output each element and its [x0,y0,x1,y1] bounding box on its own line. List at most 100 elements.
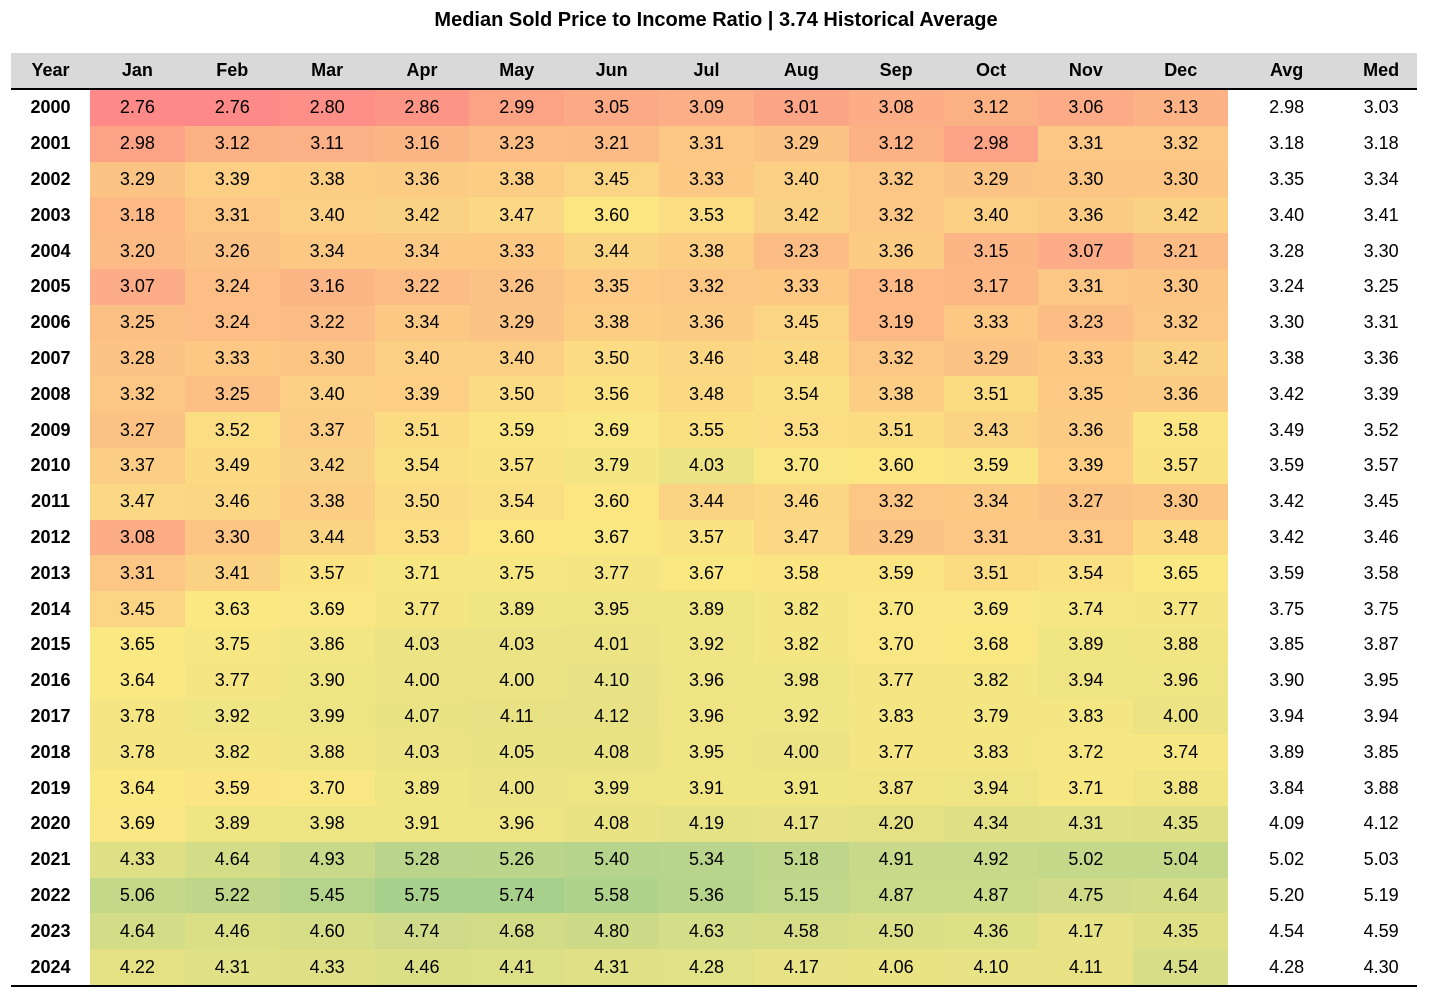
heatmap-cell: 3.64 [90,662,185,699]
avg-cell: 5.02 [1269,849,1305,870]
heatmap-cell: 2.80 [279,89,375,126]
heatmap-cell: 3.77 [374,591,470,627]
heatmap-cell: 3.26 [184,233,280,269]
heatmap-cell: 3.88 [1133,770,1229,806]
heatmap-cell: 3.69 [90,805,185,842]
heatmap-cell: 5.15 [753,877,849,914]
year-cell: 2017 [30,705,71,726]
heatmap-cell: 3.89 [469,591,565,627]
heatmap-cell: 3.29 [753,125,849,162]
avg-cell: 2.98 [1269,97,1305,118]
heatmap-cell: 3.23 [1038,304,1134,341]
heatmap-cell: 3.86 [279,626,375,663]
avg-cell: 3.49 [1269,419,1305,440]
heatmap-cell: 3.32 [659,268,754,305]
table-row: 2009 3.27 3.52 3.37 3.51 3.59 3.69 3.55 3.53 3.51… [11,412,1417,448]
heatmap-cell: 3.74 [1133,734,1229,771]
heatmap-cell: 3.96 [469,805,565,842]
heatmap-cell: 3.23 [753,233,849,269]
avg-cell: 3.90 [1269,670,1305,691]
heatmap-cell: 3.57 [659,519,754,556]
heatmap-cell: 3.87 [848,770,944,806]
heatmap-cell: 3.65 [1133,555,1229,592]
med-cell: 3.31 [1363,312,1399,333]
heatmap-cell: 4.00 [469,770,565,806]
heatmap-cell: 3.21 [564,125,660,162]
heatmap-cell: 3.30 [1133,161,1229,198]
heatmap-cell: 3.70 [848,626,944,663]
table-row: 2019 3.64 3.59 3.70 3.89 4.00 3.99 3.91 3.91 3.87… [11,770,1417,806]
heatmap-cell: 4.50 [848,913,944,950]
year-cell: 2010 [30,455,71,476]
heatmap-cell: 3.99 [564,770,660,806]
heatmap-cell: 3.58 [753,555,849,592]
heatmap-cell: 5.06 [90,877,185,914]
heatmap-cell: 3.33 [659,161,754,198]
heatmap-cell: 4.87 [848,877,944,914]
heatmap-cell: 3.41 [184,555,280,592]
heatmap-cell: 4.31 [1038,805,1134,842]
heatmap-cell: 3.75 [184,626,280,663]
heatmap-cell: 3.34 [943,483,1039,520]
heatmap-cell: 3.40 [279,197,375,234]
heatmap-cell: 3.98 [279,805,375,842]
year-cell: 2006 [30,312,71,333]
year-cell: 2023 [30,920,71,941]
column-header-jul: Jul [659,53,754,90]
heatmap-cell: 3.92 [184,698,280,735]
heatmap-cell: 3.48 [659,376,754,413]
heatmap-cell: 3.59 [943,447,1039,484]
avg-cell: 3.40 [1269,204,1305,225]
heatmap-cell: 5.45 [279,877,375,914]
heatmap-cell: 4.64 [184,841,280,878]
med-cell: 3.94 [1363,705,1399,726]
heatmap-cell: 3.94 [1038,662,1134,699]
year-cell: 2012 [30,526,71,547]
heatmap-cell: 3.34 [374,233,470,269]
heatmap-cell: 3.45 [90,591,185,627]
med-cell: 4.30 [1345,949,1418,987]
heatmap-cell: 3.88 [279,734,375,771]
heatmap-cell: 3.57 [279,555,375,592]
heatmap-cell: 3.29 [943,161,1039,198]
heatmap-cell: 4.11 [469,698,565,735]
heatmap-cell: 3.77 [848,734,944,771]
year-cell: 2000 [30,97,71,118]
heatmap-cell: 4.10 [943,949,1039,987]
med-cell: 5.19 [1363,884,1399,905]
heatmap-cell: 3.31 [184,197,280,234]
table-row: 2022 5.06 5.22 5.45 5.75 5.74 5.58 5.36 5.15 4.87… [11,877,1417,914]
heatmap-cell: 3.71 [1038,770,1134,806]
heatmap-cell: 3.63 [184,591,280,627]
heatmap-cell: 4.19 [659,805,754,842]
heatmap-cell: 3.45 [753,304,849,341]
table-row: 2010 3.37 3.49 3.42 3.54 3.57 3.79 4.03 3.70 3.60… [11,447,1417,484]
heatmap-cell: 3.94 [943,770,1039,806]
med-cell: 3.41 [1363,204,1399,225]
heatmap-cell: 3.83 [943,734,1039,771]
heatmap-cell: 3.82 [184,734,280,771]
heatmap-cell: 3.34 [279,233,375,269]
year-cell: 2021 [30,849,71,870]
avg-cell: 3.85 [1269,634,1305,655]
heatmap-cell: 3.30 [279,340,375,377]
year-cell: 2009 [30,419,71,440]
column-header-dec: Dec [1133,53,1229,90]
heatmap-cell: 3.36 [659,304,754,341]
heatmap-cell: 4.74 [374,913,470,950]
table-row: 2018 3.78 3.82 3.88 4.03 4.05 4.08 3.95 4.00 3.77… [11,734,1417,771]
heatmap-cell: 4.17 [753,805,849,842]
heatmap-cell: 3.70 [753,447,849,484]
heatmap-cell: 4.64 [1133,877,1229,914]
heatmap-cell: 4.00 [753,734,849,771]
heatmap-cell: 3.77 [1133,591,1229,627]
heatmap-cell: 3.45 [564,161,660,198]
column-header-apr: Apr [374,53,470,90]
heatmap-cell: 3.19 [848,304,944,341]
heatmap-cell: 3.42 [374,197,470,234]
column-header-jun: Jun [564,53,660,90]
avg-cell: 4.54 [1269,920,1305,941]
header-row: Year Jan Feb Mar Apr May Jun Jul Aug Sep Oct Nov Dec… [11,53,1418,90]
heatmap-cell: 3.33 [943,304,1039,341]
med-cell: 3.34 [1363,168,1399,189]
